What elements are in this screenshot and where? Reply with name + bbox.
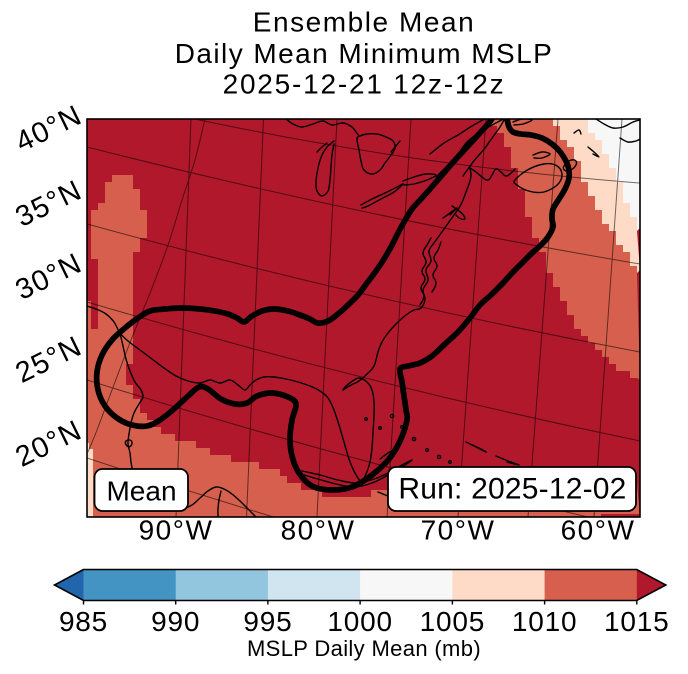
svg-text:90°W: 90°W — [139, 515, 214, 546]
svg-text:Daily Mean Minimum MSLP: Daily Mean Minimum MSLP — [175, 38, 554, 69]
svg-text:70°W: 70°W — [421, 515, 496, 546]
svg-text:Run: 2025-12-02: Run: 2025-12-02 — [398, 473, 626, 506]
svg-text:1015: 1015 — [604, 606, 670, 637]
svg-text:1000: 1000 — [327, 606, 393, 637]
svg-text:60°W: 60°W — [561, 515, 636, 546]
svg-text:Ensemble Mean: Ensemble Mean — [253, 7, 475, 38]
svg-text:Mean: Mean — [106, 476, 176, 507]
svg-text:1010: 1010 — [512, 606, 578, 637]
svg-text:80°W: 80°W — [281, 515, 356, 546]
svg-text:990: 990 — [151, 606, 200, 637]
svg-text:MSLP Daily Mean (mb): MSLP Daily Mean (mb) — [247, 636, 481, 661]
svg-text:1005: 1005 — [420, 606, 486, 637]
svg-text:2025-12-21 12z-12z: 2025-12-21 12z-12z — [223, 69, 506, 100]
svg-text:995: 995 — [243, 606, 292, 637]
svg-text:985: 985 — [59, 606, 108, 637]
